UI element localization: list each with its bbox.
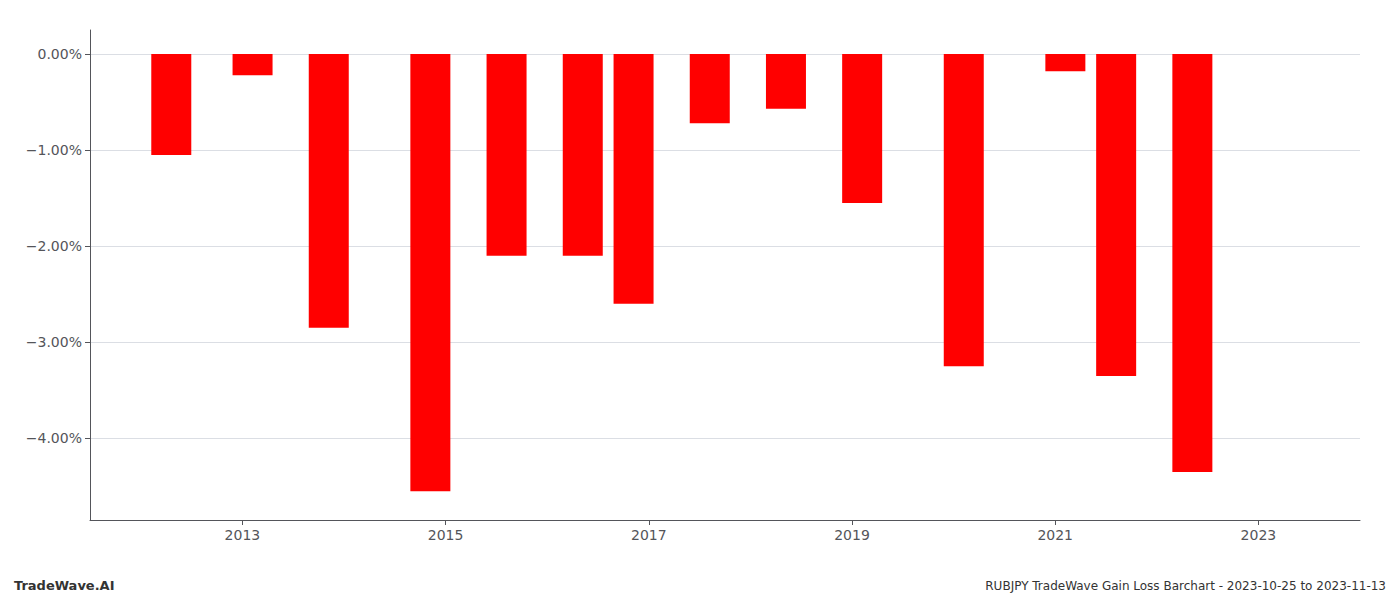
svg-text:2019: 2019 [834, 527, 870, 543]
svg-text:−1.00%: −1.00% [26, 142, 82, 158]
svg-text:2017: 2017 [631, 527, 667, 543]
svg-text:−4.00%: −4.00% [26, 430, 82, 446]
svg-text:2021: 2021 [1037, 527, 1073, 543]
svg-text:2015: 2015 [428, 527, 464, 543]
svg-text:−2.00%: −2.00% [26, 238, 82, 254]
svg-text:0.00%: 0.00% [38, 46, 82, 62]
svg-text:TradeWave.AI: TradeWave.AI [14, 578, 115, 593]
svg-text:2023: 2023 [1241, 527, 1277, 543]
svg-text:2013: 2013 [225, 527, 261, 543]
svg-text:RUBJPY TradeWave Gain Loss Bar: RUBJPY TradeWave Gain Loss Barchart - 20… [985, 579, 1386, 593]
svg-text:−3.00%: −3.00% [26, 334, 82, 350]
